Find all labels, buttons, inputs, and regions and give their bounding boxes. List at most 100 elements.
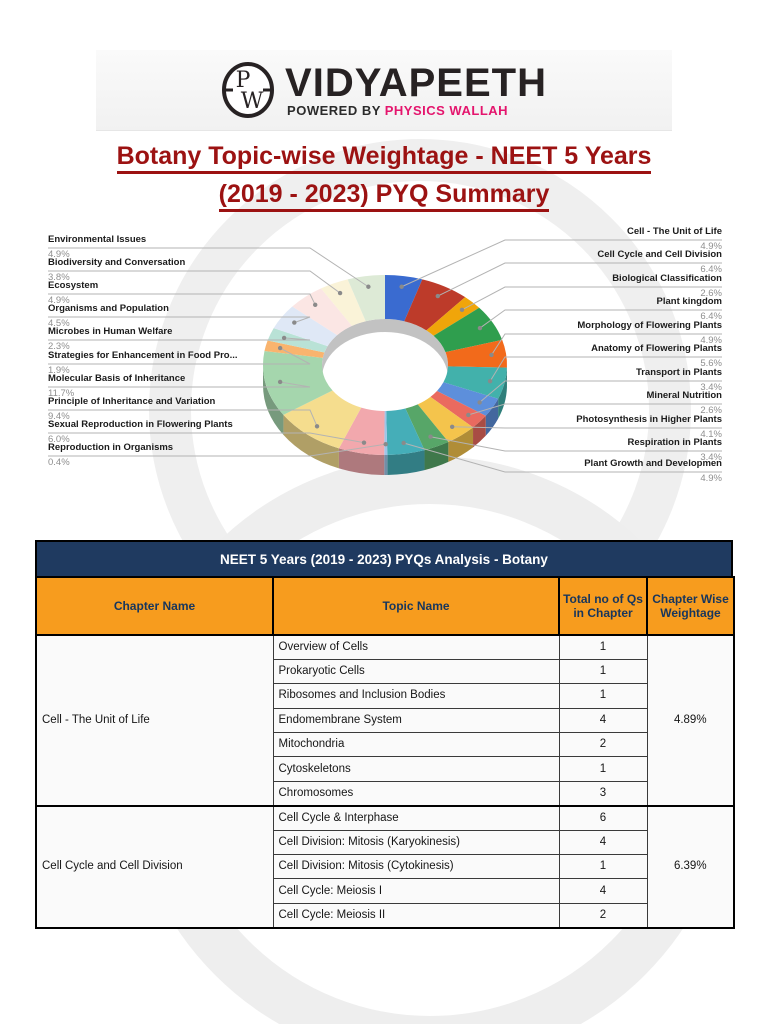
- chart-label: Reproduction in Organisms: [48, 442, 174, 453]
- chart-label: Anatomy of Flowering Plants: [591, 343, 722, 354]
- chart-label: Strategies for Enhancement in Food Pro..…: [48, 350, 238, 361]
- leader-line: [48, 347, 311, 365]
- donut-segment: [283, 390, 362, 449]
- donut-segment-wall: [498, 367, 507, 419]
- qs-count-cell: 1: [558, 854, 648, 880]
- chapter-name-cell: Cell Cycle and Cell Division: [35, 804, 274, 929]
- qs-count-cell: 3: [558, 780, 648, 807]
- table-row: Cell Cycle and Cell Division Cell Cycle &…: [35, 804, 735, 929]
- chart-label-pct: 2.6%: [700, 288, 722, 299]
- leader-dot: [292, 320, 297, 325]
- chart-label: Biodiversity and Conversation: [48, 257, 186, 268]
- leader-dot: [401, 440, 406, 446]
- topic-name-cell: Prokaryotic Cells: [272, 658, 560, 685]
- topic-name-cell: Cytoskeletons: [272, 756, 560, 782]
- leader-line: [48, 270, 341, 294]
- leader-dot: [449, 424, 455, 429]
- donut-segment: [437, 382, 499, 416]
- chart-label: Organisms and Population: [48, 303, 169, 314]
- chart-label: Plant kingdom: [656, 296, 722, 307]
- column-header: Chapter Name: [35, 576, 274, 636]
- chart-label: Microbes in Human Welfare: [48, 326, 173, 337]
- logo-letter-p: P: [236, 68, 251, 93]
- donut-segment: [347, 275, 385, 322]
- leader-line: [48, 409, 318, 427]
- donut-segment: [263, 351, 333, 415]
- donut-segment: [321, 279, 366, 326]
- leader-dot: [314, 424, 320, 429]
- donut-segment-wall: [424, 441, 449, 471]
- leader-line: [479, 380, 722, 403]
- donut-segment: [405, 404, 449, 451]
- pw-logo-icon: P W: [222, 62, 275, 118]
- pyq-analysis-table-section: NEET 5 Years (2019 - 2023) PYQs Analysis…: [35, 540, 735, 929]
- table-row: Ribosomes and Inclusion Bodies 1: [36, 683, 734, 709]
- leader-dot: [428, 434, 433, 439]
- leader-dot: [337, 290, 343, 296]
- chart-label-pct: 6.4%: [700, 311, 722, 322]
- table-row: Cell - The Unit of Life Overview of Cells…: [35, 633, 735, 807]
- qs-count-cell: 2: [558, 732, 648, 758]
- table-row: Chromosomes 3: [36, 780, 734, 807]
- donut-segment: [386, 408, 425, 455]
- pyq-analysis-table: Chapter Name Topic Name Total no of Qs in …: [35, 576, 735, 929]
- leader-dot: [313, 302, 318, 308]
- chart-label-pct: 9.4%: [48, 411, 70, 422]
- chart-label: Mineral Nutrition: [646, 390, 722, 401]
- chart-label-pct: 0.4%: [48, 457, 70, 468]
- donut-segment: [404, 279, 466, 331]
- chart-label: Sexual Reproduction in Flowering Plants: [48, 419, 233, 430]
- leader-line: [479, 309, 722, 329]
- qs-count-cell: 6: [558, 804, 648, 831]
- chart-label: Photosynthesis in Higher Plants: [576, 414, 722, 425]
- chart-label-pct: 1.9%: [48, 365, 70, 376]
- qs-count-cell: 4: [558, 829, 648, 856]
- chart-label-pct: 6.0%: [48, 434, 70, 445]
- chart-label: Plant Growth and Developmen: [584, 458, 722, 469]
- topic-name-cell: Cell Cycle: Meiosis I: [272, 878, 560, 904]
- leader-dot: [277, 345, 283, 351]
- powered-line: POWERED BY PHYSICS WALLAH: [287, 103, 508, 118]
- topic-name-cell: Cell Cycle & Interphase: [272, 804, 560, 831]
- leader-line: [48, 316, 311, 324]
- chart-label-pct: 6.4%: [700, 264, 722, 275]
- chart-label-pct: 4.5%: [48, 318, 70, 329]
- donut-segment: [292, 288, 352, 336]
- leader-dot: [487, 379, 493, 384]
- column-header: Total no of Qs in Chapter: [558, 576, 648, 636]
- topic-name-cell: Mitochondria: [272, 732, 560, 758]
- donut-segment: [443, 366, 507, 399]
- leader-line: [430, 436, 722, 452]
- leader-line: [48, 443, 386, 457]
- chart-label-pct: 3.8%: [48, 272, 70, 283]
- qs-count-cell: 4: [558, 707, 648, 734]
- chart-label-pct: 5.6%: [700, 358, 722, 369]
- chart-label-pct: 4.9%: [700, 335, 722, 346]
- leader-dot: [277, 379, 283, 385]
- chart-label-pct: 3.4%: [700, 452, 722, 463]
- topic-weightage-donut-chart: Environmental Issues 4.9% Biodiversity and…: [0, 220, 768, 515]
- qs-count-cell: 2: [558, 902, 648, 929]
- chart-label: Morphology of Flowering Plants: [577, 320, 722, 331]
- leader-line: [437, 262, 722, 297]
- donut-segment: [417, 396, 474, 442]
- leader-line: [48, 381, 311, 388]
- leader-dot: [477, 400, 482, 405]
- powered-prefix: POWERED BY: [287, 102, 385, 118]
- chart-label-pct: 4.9%: [48, 249, 70, 260]
- qs-count-cell: 1: [558, 658, 648, 685]
- chart-label-pct: 4.9%: [700, 241, 722, 252]
- topic-name-cell: Ribosomes and Inclusion Bodies: [272, 683, 560, 709]
- topic-name-cell: Endomembrane System: [272, 707, 560, 734]
- chart-label: Principle of Inheritance and Variation: [48, 396, 216, 407]
- leader-line: [491, 333, 722, 356]
- leader-line: [401, 239, 722, 288]
- chart-label: Respiration in Plants: [627, 437, 723, 448]
- page-title-line2: (2019 - 2023) PYQ Summary: [0, 180, 768, 212]
- topic-name-cell: Cell Cycle: Meiosis II: [272, 902, 560, 929]
- table-title: NEET 5 Years (2019 - 2023) PYQs Analysis…: [35, 540, 733, 576]
- donut-segment: [445, 339, 508, 368]
- leader-line: [48, 432, 365, 444]
- table-row: Mitochondria 2: [36, 732, 734, 758]
- leader-dot: [281, 335, 287, 341]
